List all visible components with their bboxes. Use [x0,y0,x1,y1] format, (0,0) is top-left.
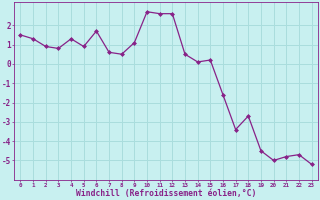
X-axis label: Windchill (Refroidissement éolien,°C): Windchill (Refroidissement éolien,°C) [76,189,256,198]
